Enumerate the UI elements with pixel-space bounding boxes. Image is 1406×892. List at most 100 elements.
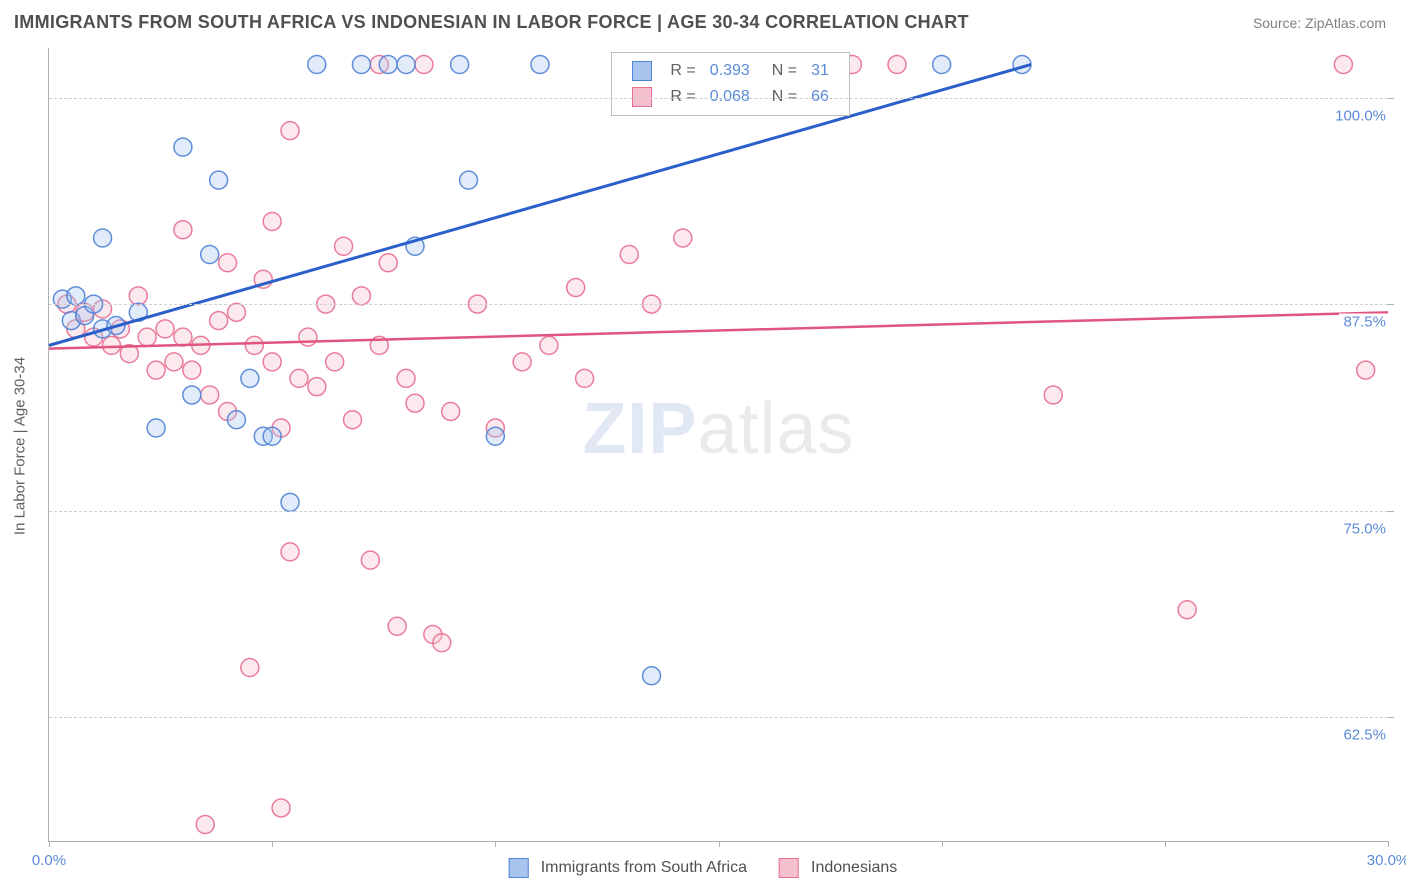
scatter-point: [344, 411, 362, 429]
gridline-h: [49, 98, 1388, 99]
scatter-point: [227, 303, 245, 321]
scatter-point: [241, 659, 259, 677]
legend-row: R =0.393N =31: [626, 59, 835, 83]
scatter-point: [335, 237, 353, 255]
trend-line: [49, 312, 1388, 348]
y-tick-mark: [1388, 304, 1394, 305]
scatter-point: [326, 353, 344, 371]
x-tick-label: 30.0%: [1367, 852, 1406, 869]
legend-bottom-item: Indonesians: [779, 858, 897, 878]
scatter-point: [674, 229, 692, 247]
scatter-point: [620, 246, 638, 264]
scatter-point: [1334, 56, 1352, 74]
scatter-point: [388, 617, 406, 635]
x-tick-mark: [719, 841, 720, 847]
scatter-point: [451, 56, 469, 74]
scatter-point: [433, 634, 451, 652]
legend-bottom-label: Immigrants from South Africa: [541, 859, 747, 877]
scatter-point: [201, 386, 219, 404]
scatter-point: [460, 171, 478, 189]
scatter-point: [540, 336, 558, 354]
gridline-h: [49, 511, 1388, 512]
legend-bottom: Immigrants from South Africa Indonesians: [509, 858, 898, 878]
x-tick-mark: [942, 841, 943, 847]
gridline-h: [49, 304, 1388, 305]
scatter-point: [352, 56, 370, 74]
scatter-point: [361, 551, 379, 569]
x-tick-mark: [1165, 841, 1166, 847]
scatter-point: [352, 287, 370, 305]
scatter-point: [156, 320, 174, 338]
scatter-svg: [49, 48, 1388, 841]
scatter-point: [219, 254, 237, 272]
scatter-point: [129, 287, 147, 305]
scatter-point: [263, 353, 281, 371]
scatter-point: [210, 171, 228, 189]
source-label: Source: ZipAtlas.com: [1253, 15, 1386, 31]
scatter-point: [147, 361, 165, 379]
scatter-point: [94, 229, 112, 247]
legend-r-value: 0.393: [704, 59, 756, 83]
scatter-point: [281, 122, 299, 140]
y-tick-label: 100.0%: [1331, 107, 1390, 124]
scatter-point: [165, 353, 183, 371]
scatter-point: [201, 246, 219, 264]
scatter-point: [442, 402, 460, 420]
scatter-point: [102, 336, 120, 354]
y-tick-mark: [1388, 98, 1394, 99]
scatter-point: [397, 369, 415, 387]
scatter-point: [290, 369, 308, 387]
x-tick-mark: [272, 841, 273, 847]
scatter-point: [308, 56, 326, 74]
scatter-point: [1357, 361, 1375, 379]
x-tick-label: 0.0%: [32, 852, 66, 869]
scatter-point: [67, 287, 85, 305]
y-tick-mark: [1388, 511, 1394, 512]
legend-n-label: N =: [758, 59, 803, 83]
scatter-point: [227, 411, 245, 429]
legend-bottom-item: Immigrants from South Africa: [509, 858, 747, 878]
scatter-point: [513, 353, 531, 371]
scatter-point: [263, 427, 281, 445]
scatter-point: [281, 493, 299, 511]
scatter-point: [576, 369, 594, 387]
scatter-point: [138, 328, 156, 346]
scatter-point: [263, 212, 281, 230]
x-tick-mark: [49, 841, 50, 847]
legend-swatch: [632, 61, 652, 81]
scatter-point: [281, 543, 299, 561]
x-tick-mark: [495, 841, 496, 847]
scatter-point: [379, 56, 397, 74]
legend-correlation-table: R =0.393N =31R =0.068N =66: [624, 57, 837, 111]
chart-plot-area: ZIPatlas R =0.393N =31R =0.068N =66 62.5…: [48, 48, 1388, 842]
scatter-point: [415, 56, 433, 74]
scatter-point: [174, 138, 192, 156]
legend-r-label: R =: [664, 59, 701, 83]
scatter-point: [397, 56, 415, 74]
legend-swatch: [509, 858, 529, 878]
scatter-point: [196, 815, 214, 833]
scatter-point: [1044, 386, 1062, 404]
scatter-point: [567, 279, 585, 297]
legend-n-value: 31: [805, 59, 835, 83]
scatter-point: [888, 56, 906, 74]
scatter-point: [933, 56, 951, 74]
y-tick-mark: [1388, 717, 1394, 718]
y-tick-label: 75.0%: [1339, 520, 1390, 537]
legend-correlation-box: R =0.393N =31R =0.068N =66: [611, 52, 850, 116]
scatter-point: [379, 254, 397, 272]
scatter-point: [643, 667, 661, 685]
y-tick-label: 62.5%: [1339, 727, 1390, 744]
legend-swatch: [779, 858, 799, 878]
x-tick-mark: [1388, 841, 1389, 847]
gridline-h: [49, 717, 1388, 718]
scatter-point: [174, 328, 192, 346]
scatter-point: [174, 221, 192, 239]
legend-bottom-label: Indonesians: [811, 859, 897, 877]
scatter-point: [272, 799, 290, 817]
scatter-point: [406, 394, 424, 412]
scatter-point: [183, 386, 201, 404]
scatter-point: [486, 427, 504, 445]
scatter-point: [210, 312, 228, 330]
scatter-point: [308, 378, 326, 396]
